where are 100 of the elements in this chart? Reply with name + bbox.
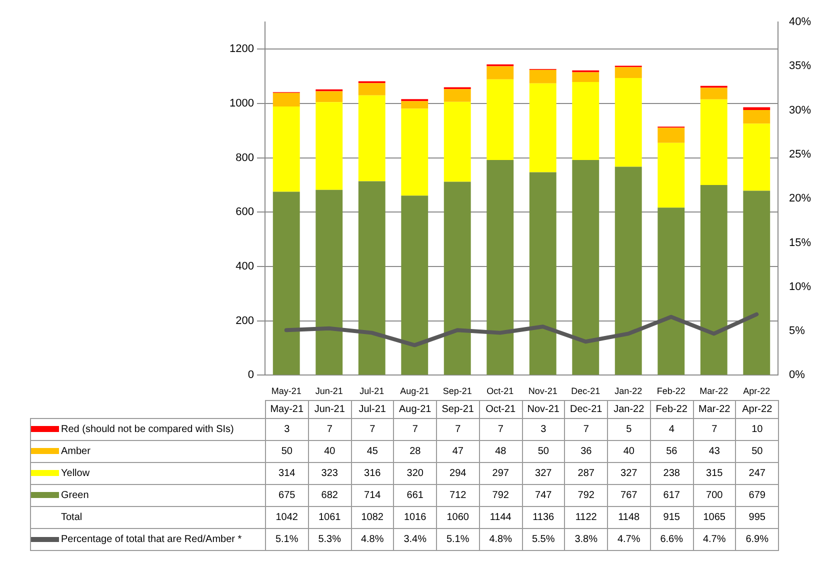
bar [572, 72, 600, 82]
category-label: Apr-22 [742, 404, 772, 415]
bar [272, 106, 300, 192]
data-label: 7 [479, 418, 522, 440]
y2-tick-label: 20% [789, 192, 812, 205]
text: Total [60, 512, 82, 523]
data-label: 792 [479, 484, 522, 506]
data-label: 50 [266, 440, 308, 462]
data-label: 3.4% [394, 528, 436, 550]
data-label: 7 [308, 418, 351, 440]
y-tick-label: 1200 [230, 43, 254, 56]
y2-tick-label: 15% [789, 236, 812, 249]
x-tick-label: Aug-21 [400, 386, 430, 396]
bar [572, 82, 600, 160]
y2-tick-label: 5% [789, 325, 806, 338]
data-label: 10 [736, 418, 778, 440]
data-label: 5.1% [266, 528, 308, 550]
x-tick-label: Mar-22 [700, 386, 728, 396]
data-label: 675 [266, 484, 308, 506]
y-tick-label: 400 [236, 260, 254, 273]
data-label: 320 [394, 462, 436, 484]
data-label: 28 [394, 440, 436, 462]
x-tick-label: Feb-22 [656, 386, 686, 396]
data-label: 316 [351, 462, 394, 484]
y2-tick-label: 0% [789, 369, 806, 382]
bar [743, 124, 770, 191]
legend-label: Red (should not be compared with SIs) [61, 424, 234, 435]
bar [358, 95, 386, 182]
bar [272, 92, 300, 106]
legend-label: Green [61, 490, 89, 501]
data-label: 247 [736, 462, 778, 484]
data-label: 314 [266, 462, 308, 484]
data-label: 4 [650, 418, 693, 440]
x-tick-label: Apr-22 [743, 386, 770, 396]
data-label: 6.9% [736, 528, 778, 550]
bar [614, 78, 642, 167]
text: 1042 [266, 506, 308, 528]
x-tick-label: May-21 [271, 386, 302, 396]
data-label: 6.6% [650, 528, 693, 550]
text: 915 [650, 506, 693, 528]
data-label: 40 [308, 440, 351, 462]
category-label: Mar-22 [698, 404, 730, 415]
bar [700, 185, 728, 375]
data-label: 747 [522, 484, 565, 506]
data-label: 56 [650, 440, 693, 462]
data-label: 48 [479, 440, 522, 462]
data-label: 4.7% [693, 528, 736, 550]
data-label: 4.7% [608, 528, 650, 550]
legend-label: Amber [61, 446, 90, 457]
x-tick-label: Jan-22 [614, 386, 642, 396]
data-label: 294 [436, 462, 480, 484]
bar [486, 79, 514, 160]
category-label: Aug-21 [399, 404, 432, 415]
text: 1136 [522, 506, 565, 528]
data-label: 43 [693, 440, 736, 462]
x-tick-label: Nov-21 [528, 386, 558, 396]
data-label: 7 [436, 418, 480, 440]
bar [401, 196, 428, 375]
y2-tick-label: 35% [789, 60, 812, 72]
category-label: Jan-22 [614, 404, 644, 415]
data-label: 4.8% [479, 528, 522, 550]
category-label: Sep-21 [442, 404, 474, 415]
data-label: 712 [436, 484, 480, 506]
data-label: 792 [564, 484, 608, 506]
bar [444, 89, 471, 102]
y2-tick-label: 10% [789, 280, 812, 293]
text: 1122 [564, 506, 608, 528]
bar [316, 91, 343, 102]
text: 1016 [394, 506, 436, 528]
category-label: Feb-22 [656, 404, 688, 415]
bar [658, 142, 685, 208]
bar [401, 108, 428, 196]
category-label: Nov-21 [527, 404, 560, 415]
bar [572, 160, 600, 375]
x-tick-label: Jul-21 [360, 386, 384, 396]
bar [614, 67, 642, 78]
data-label: 7 [693, 418, 736, 440]
bar [316, 190, 343, 375]
bar [358, 181, 386, 375]
bar [529, 172, 556, 375]
y-tick-label: 200 [236, 314, 254, 327]
y-tick-label: 0 [248, 369, 254, 382]
data-label: 36 [564, 440, 608, 462]
data-label: 327 [522, 462, 565, 484]
data-label: 679 [736, 484, 778, 506]
bar [444, 182, 471, 375]
x-tick-label: Sep-21 [442, 386, 472, 396]
data-label: 4.8% [351, 528, 394, 550]
legend-label: Percentage of total that are Red/Amber * [61, 534, 242, 545]
data-label: 661 [394, 484, 436, 506]
bar [316, 102, 343, 190]
bar [700, 88, 728, 100]
text: 1082 [351, 506, 394, 528]
bar [486, 66, 514, 80]
bar [614, 166, 642, 375]
bar [743, 190, 770, 375]
y2-tick-label: 25% [789, 148, 812, 160]
x-tick-label: Dec-21 [571, 386, 600, 396]
data-label: 238 [650, 462, 693, 484]
text: 1144 [479, 506, 522, 528]
